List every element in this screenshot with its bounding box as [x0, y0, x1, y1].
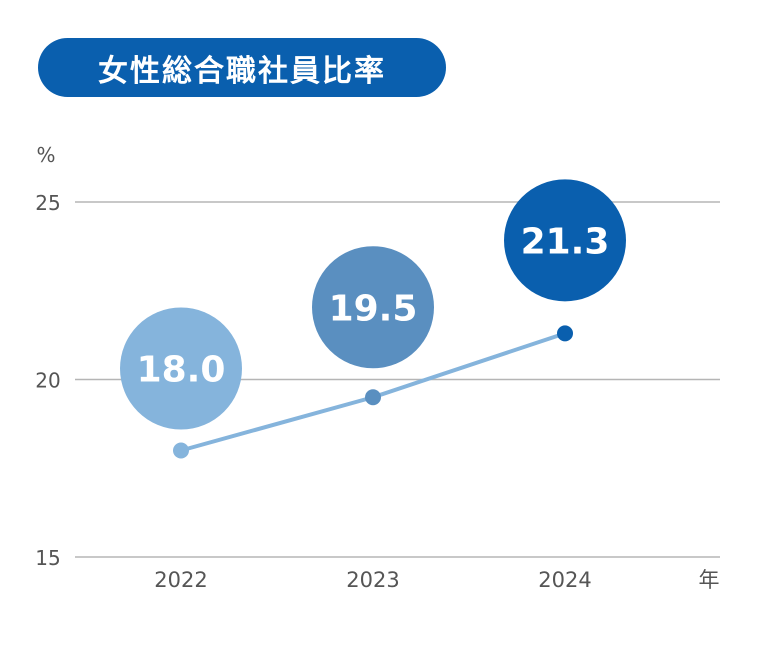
x-axis-unit-label: 年: [699, 568, 720, 592]
x-tick-label-2024: 2024: [538, 568, 591, 592]
data-label-2023: 19.5: [329, 288, 418, 329]
data-point-2024: [557, 325, 573, 342]
value-bubble-2023: [312, 246, 434, 369]
x-tick-label-2022: 2022: [154, 568, 207, 592]
data-point-2023: [365, 389, 381, 406]
value-bubble-2022: [120, 307, 242, 430]
data-point-2022: [173, 442, 189, 459]
y-tick-label-20: 20: [35, 369, 60, 393]
y-tick-label-25: 25: [35, 191, 60, 215]
chart-title: 女性総合職社員比率: [38, 38, 446, 97]
data-label-2024: 21.3: [521, 221, 610, 262]
x-tick-label-2023: 2023: [346, 568, 399, 592]
data-label-2022: 18.0: [137, 350, 226, 391]
y-tick-label-15: 15: [35, 546, 60, 570]
value-bubble-2024: [504, 179, 626, 302]
y-axis-unit-label: %: [36, 143, 55, 167]
